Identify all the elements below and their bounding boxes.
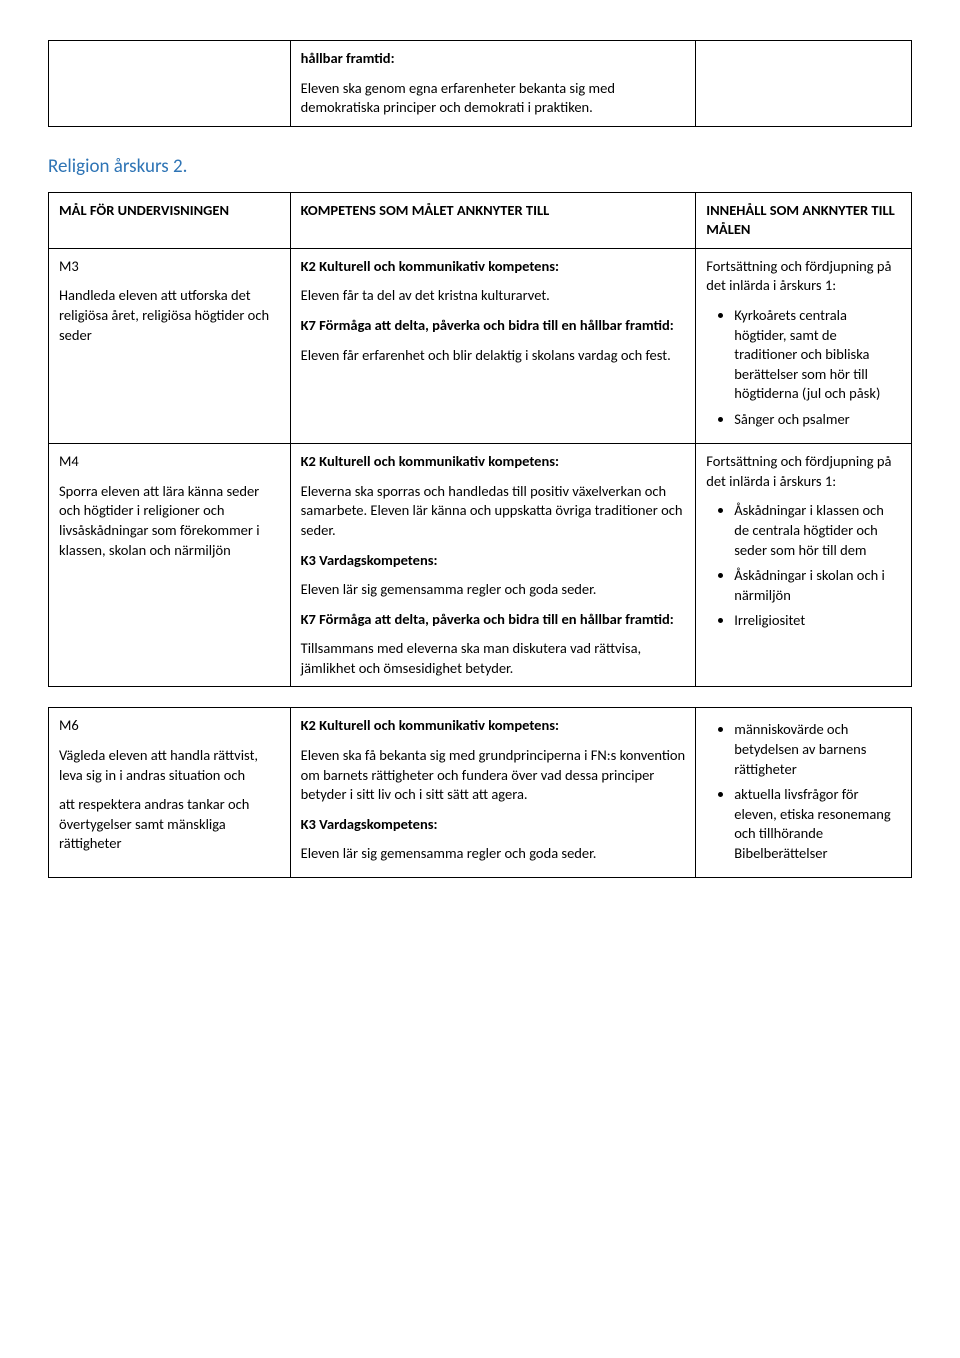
m6-c2-h1: K2 Kulturell och kommunikativ kompetens: [301, 716, 686, 736]
row-m3: M3 Handleda eleven att utforska det reli… [49, 248, 912, 444]
m4-c2-p1: Eleverna ska sporras och handledas till … [301, 482, 686, 541]
top-col2-body: Eleven ska genom egna erfarenheter bekan… [301, 79, 686, 118]
m3-c2: K2 Kulturell och kommunikativ kompetens:… [290, 248, 696, 444]
lower-table: M6 Vägleda eleven att handla rättvist, l… [48, 707, 912, 878]
m3-c1: M3 Handleda eleven att utforska det reli… [49, 248, 291, 444]
list-item: aktuella livsfrågor för eleven, etiska r… [734, 785, 901, 863]
list-item: Kyrkoårets centrala högtider, samt de tr… [734, 306, 901, 404]
row-m4: M4 Sporra eleven att lära känna seder oc… [49, 444, 912, 687]
m6-c1-body1: Vägleda eleven att handla rättvist, leva… [59, 746, 280, 785]
top-col3-empty [696, 41, 912, 127]
row-m6: M6 Vägleda eleven att handla rättvist, l… [49, 708, 912, 878]
m6-c2-p1: Eleven ska få bekanta sig med grundprinc… [301, 746, 686, 805]
m4-c3-intro: Fortsättning och fördjupning på det inlä… [706, 452, 901, 491]
m4-c3-list: Åskådningar i klassen och de centrala hö… [706, 501, 901, 630]
list-item: Irreligiositet [734, 611, 901, 631]
m4-c3: Fortsättning och fördjupning på det inlä… [696, 444, 912, 687]
m6-c3: människovärde och betydelsen av barnens … [696, 708, 912, 878]
m6-c2-h2: K3 Vardagskompetens: [301, 815, 686, 835]
m4-c1: M4 Sporra eleven att lära känna seder oc… [49, 444, 291, 687]
m4-c2-h1: K2 Kulturell och kommunikativ kompetens: [301, 452, 686, 472]
m3-c2-h2: K7 Förmåga att delta, påverka och bidra … [301, 316, 686, 336]
m6-c1: M6 Vägleda eleven att handla rättvist, l… [49, 708, 291, 878]
m3-c2-p2: Eleven får erfarenhet och blir delaktig … [301, 346, 686, 366]
list-item: Sånger och psalmer [734, 410, 901, 430]
m3-c2-h1: K2 Kulturell och kommunikativ kompetens: [301, 257, 686, 277]
m3-c3: Fortsättning och fördjupning på det inlä… [696, 248, 912, 444]
m3-code: M3 [59, 257, 280, 277]
m4-c2: K2 Kulturell och kommunikativ kompetens:… [290, 444, 696, 687]
list-item: Åskådningar i skolan och i närmiljön [734, 566, 901, 605]
header-c2: KOMPETENS SOM MÅLET ANKNYTER TILL [290, 192, 696, 248]
top-col2-heading: hållbar framtid: [301, 49, 686, 69]
m6-c2: K2 Kulturell och kommunikativ kompetens:… [290, 708, 696, 878]
m3-c2-p1: Eleven får ta del av det kristna kultura… [301, 286, 686, 306]
m6-c2-p2: Eleven lär sig gemensamma regler och god… [301, 844, 686, 864]
m4-c2-h3: K7 Förmåga att delta, påverka och bidra … [301, 610, 686, 630]
m6-code: M6 [59, 716, 280, 736]
section-heading: Religion årskurs 2. [48, 155, 912, 178]
header-c3: INNEHÅLL SOM ANKNYTER TILL MÅLEN [696, 192, 912, 248]
m6-c1-body2: att respektera andras tankar och övertyg… [59, 795, 280, 854]
top-continuation-table: hållbar framtid: Eleven ska genom egna e… [48, 40, 912, 127]
m3-c3-intro: Fortsättning och fördjupning på det inlä… [706, 257, 901, 296]
m6-c3-list: människovärde och betydelsen av barnens … [706, 720, 901, 863]
header-c1: MÅL FÖR UNDERVISNINGEN [49, 192, 291, 248]
m4-c1-body: Sporra eleven att lära känna seder och h… [59, 482, 280, 560]
m4-c2-h2: K3 Vardagskompetens: [301, 551, 686, 571]
m4-code: M4 [59, 452, 280, 472]
m3-c1-body: Handleda eleven att utforska det religiö… [59, 286, 280, 345]
main-table: MÅL FÖR UNDERVISNINGEN KOMPETENS SOM MÅL… [48, 192, 912, 688]
top-col1-empty [49, 41, 291, 127]
header-row: MÅL FÖR UNDERVISNINGEN KOMPETENS SOM MÅL… [49, 192, 912, 248]
m3-c3-list: Kyrkoårets centrala högtider, samt de tr… [706, 306, 901, 429]
m4-c2-p3: Tillsammans med eleverna ska man diskute… [301, 639, 686, 678]
top-col2: hållbar framtid: Eleven ska genom egna e… [290, 41, 696, 127]
m4-c2-p2: Eleven lär sig gemensamma regler och god… [301, 580, 686, 600]
list-item: människovärde och betydelsen av barnens … [734, 720, 901, 779]
list-item: Åskådningar i klassen och de centrala hö… [734, 501, 901, 560]
